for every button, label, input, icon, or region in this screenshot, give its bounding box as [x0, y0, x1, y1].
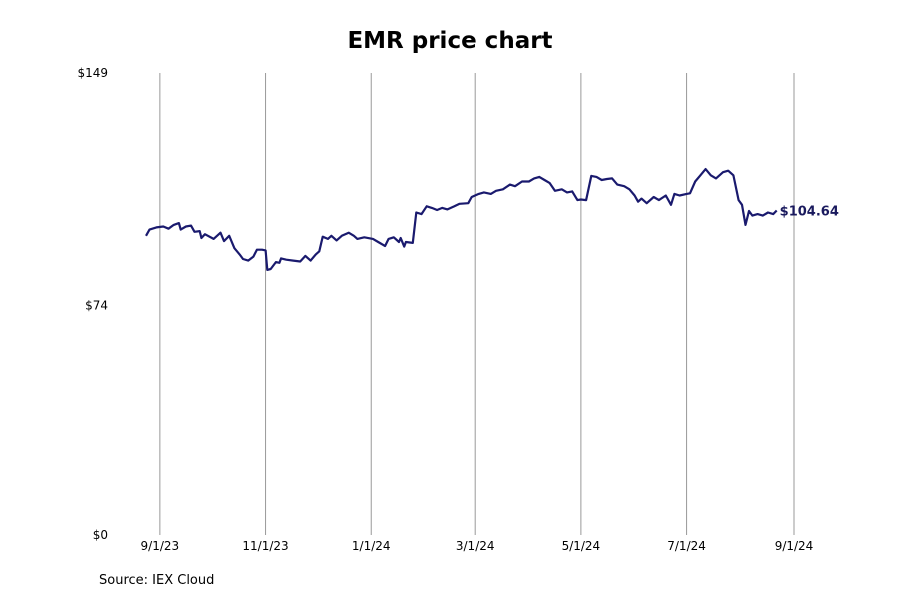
x-tick-label: 5/1/24 — [562, 539, 601, 553]
x-axis: 9/1/23 11/1/23 1/1/24 3/1/24 5/1/24 7/1/24 9/1… — [141, 539, 814, 553]
x-tick-label: 11/1/23 — [242, 539, 288, 553]
y-tick-label: $74 — [85, 299, 108, 313]
x-tick-label: 3/1/24 — [456, 539, 495, 553]
x-tick-label: 9/1/24 — [775, 539, 814, 553]
gridlines — [159, 73, 795, 535]
y-tick-label: $149 — [77, 66, 108, 80]
price-series-line — [145, 168, 778, 271]
y-tick-label: $0 — [93, 528, 108, 542]
source-note: Source: IEX Cloud — [99, 573, 215, 588]
last-price-label: $104.64 — [780, 205, 839, 220]
x-tick-label: 7/1/24 — [667, 539, 706, 553]
y-axis: $149 $74 $0 — [77, 66, 108, 542]
chart-title: EMR price chart — [347, 28, 553, 54]
x-tick-label: 1/1/24 — [352, 539, 391, 553]
x-tick-label: 9/1/23 — [141, 539, 180, 553]
